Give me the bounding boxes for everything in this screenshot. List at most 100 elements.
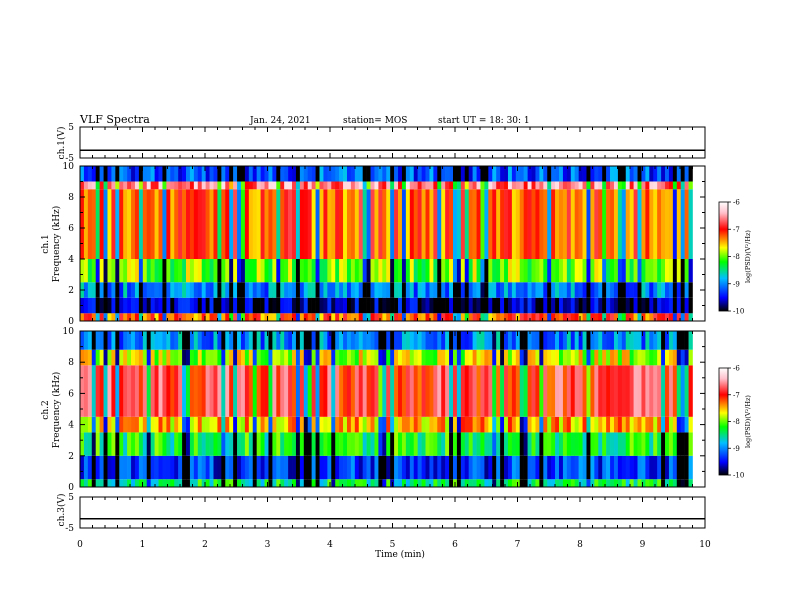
spectrogram-cell bbox=[394, 365, 399, 417]
spectrogram-cell bbox=[193, 455, 199, 480]
spectrogram-cell bbox=[610, 282, 615, 298]
spectrogram-cell bbox=[107, 349, 112, 366]
spectrogram-cell bbox=[256, 282, 261, 298]
spectrogram-cell bbox=[182, 365, 187, 417]
spectrogram-cell bbox=[606, 455, 611, 480]
spectrogram-cell bbox=[515, 365, 521, 417]
spectrogram-cell bbox=[127, 331, 132, 350]
spectrogram-cell bbox=[374, 282, 379, 298]
spectrogram-cell bbox=[154, 189, 159, 259]
spectrogram-cell bbox=[323, 479, 328, 487]
spectrogram-cell bbox=[535, 297, 540, 314]
spectrogram-cell bbox=[343, 455, 348, 480]
spectrogram-cell bbox=[233, 365, 238, 417]
spectrogram-cell bbox=[425, 349, 430, 366]
spectrogram-cell bbox=[295, 416, 301, 433]
spectrogram-cell bbox=[429, 181, 434, 190]
spectrogram-cell bbox=[327, 189, 332, 259]
spectrogram-cell bbox=[158, 455, 163, 480]
spectrogram-cell bbox=[217, 313, 222, 321]
spectrogram-cell bbox=[240, 331, 246, 350]
spectrogram-cell bbox=[401, 416, 407, 433]
spectrogram-cell bbox=[578, 297, 583, 314]
spectrogram-cell bbox=[562, 432, 568, 456]
spectrogram-cell bbox=[268, 282, 273, 298]
spectrogram-cell bbox=[166, 432, 171, 456]
spectrogram-cell bbox=[672, 282, 678, 298]
spectrogram-cell bbox=[449, 365, 454, 417]
spectrogram-cell bbox=[146, 313, 151, 321]
spectrogram-cell bbox=[657, 365, 662, 417]
spectrogram-cell bbox=[531, 189, 536, 259]
spectrogram-cell bbox=[665, 349, 670, 366]
spectrogram-cell bbox=[189, 297, 195, 314]
spectrogram-cell bbox=[280, 297, 285, 314]
spectrogram-cell bbox=[248, 365, 254, 417]
spectrogram-cell bbox=[684, 189, 689, 259]
spectrogram-cell bbox=[99, 432, 104, 456]
spectrogram-cell bbox=[460, 455, 466, 480]
spectrogram-cell bbox=[598, 349, 603, 366]
spectrogram-cell bbox=[562, 282, 568, 298]
spectrogram-cell bbox=[331, 313, 336, 321]
spectrogram-cell bbox=[390, 166, 395, 182]
spectrogram-cell bbox=[653, 416, 658, 433]
spectrogram-cell bbox=[240, 297, 246, 314]
spectrogram-cell bbox=[138, 331, 144, 350]
spectrogram-cell bbox=[543, 416, 548, 433]
spectrogram-cell bbox=[523, 259, 528, 283]
spectrogram-cell bbox=[464, 189, 470, 259]
spectrogram-cell bbox=[405, 297, 411, 314]
spectrogram-cell bbox=[315, 259, 320, 283]
spectrogram-cell bbox=[323, 349, 328, 366]
spectrogram-cell bbox=[186, 416, 191, 433]
spectrogram-cell bbox=[504, 189, 509, 259]
spectrogram-cell bbox=[303, 455, 309, 480]
spectrogram-cell bbox=[284, 166, 289, 182]
spectrogram-cell bbox=[500, 479, 505, 487]
spectrogram-cell bbox=[80, 189, 85, 259]
spectrogram-cell bbox=[452, 365, 458, 417]
spectrogram-cell bbox=[539, 365, 544, 417]
spectrogram-cell bbox=[621, 416, 627, 433]
spectrogram-cell bbox=[346, 181, 352, 190]
spectrogram-cell bbox=[374, 331, 379, 350]
spectrogram-cell bbox=[327, 297, 332, 314]
spectrogram-cell bbox=[142, 479, 148, 487]
colorbar-tick-label: -9 bbox=[733, 280, 740, 288]
spectrogram-cell bbox=[350, 166, 356, 182]
spectrogram-cell bbox=[629, 313, 634, 321]
spectrogram-cell bbox=[354, 349, 360, 366]
spectrogram-cell bbox=[95, 282, 100, 298]
spectrogram-cell bbox=[307, 331, 312, 350]
y-tick-label: 6 bbox=[68, 389, 74, 399]
spectrogram-cell bbox=[429, 297, 434, 314]
spectrogram-cell bbox=[433, 166, 438, 182]
spectrogram-cell bbox=[370, 349, 375, 366]
spectrogram-cell bbox=[80, 432, 85, 456]
spectrogram-cell bbox=[488, 349, 493, 366]
spectrogram-cell bbox=[688, 189, 693, 259]
spectrogram-cell bbox=[488, 331, 493, 350]
spectrogram-cell bbox=[531, 432, 536, 456]
spectrogram-cell bbox=[295, 432, 301, 456]
spectrogram-cell bbox=[409, 416, 415, 433]
spectrogram-cell bbox=[91, 416, 97, 433]
spectrogram-cell bbox=[523, 365, 528, 417]
spectrogram-cell bbox=[515, 166, 521, 182]
spectrogram-cell bbox=[559, 365, 564, 417]
spectrogram-cell bbox=[488, 455, 493, 480]
spectrogram-cell bbox=[170, 189, 175, 259]
spectrogram-cell bbox=[449, 189, 454, 259]
spectrogram-cell bbox=[107, 432, 112, 456]
spectrogram-cell bbox=[205, 432, 210, 456]
spectrogram-cell bbox=[233, 455, 238, 480]
spectrogram-cell bbox=[83, 166, 89, 182]
spectrogram-cell bbox=[625, 259, 630, 283]
spectrogram-cell bbox=[295, 331, 301, 350]
spectrogram-cell bbox=[268, 331, 273, 350]
spectrogram-cell bbox=[413, 189, 418, 259]
spectrogram-cell bbox=[637, 313, 642, 321]
spectrogram-cell bbox=[668, 432, 674, 456]
spectrogram-cell bbox=[417, 282, 422, 298]
